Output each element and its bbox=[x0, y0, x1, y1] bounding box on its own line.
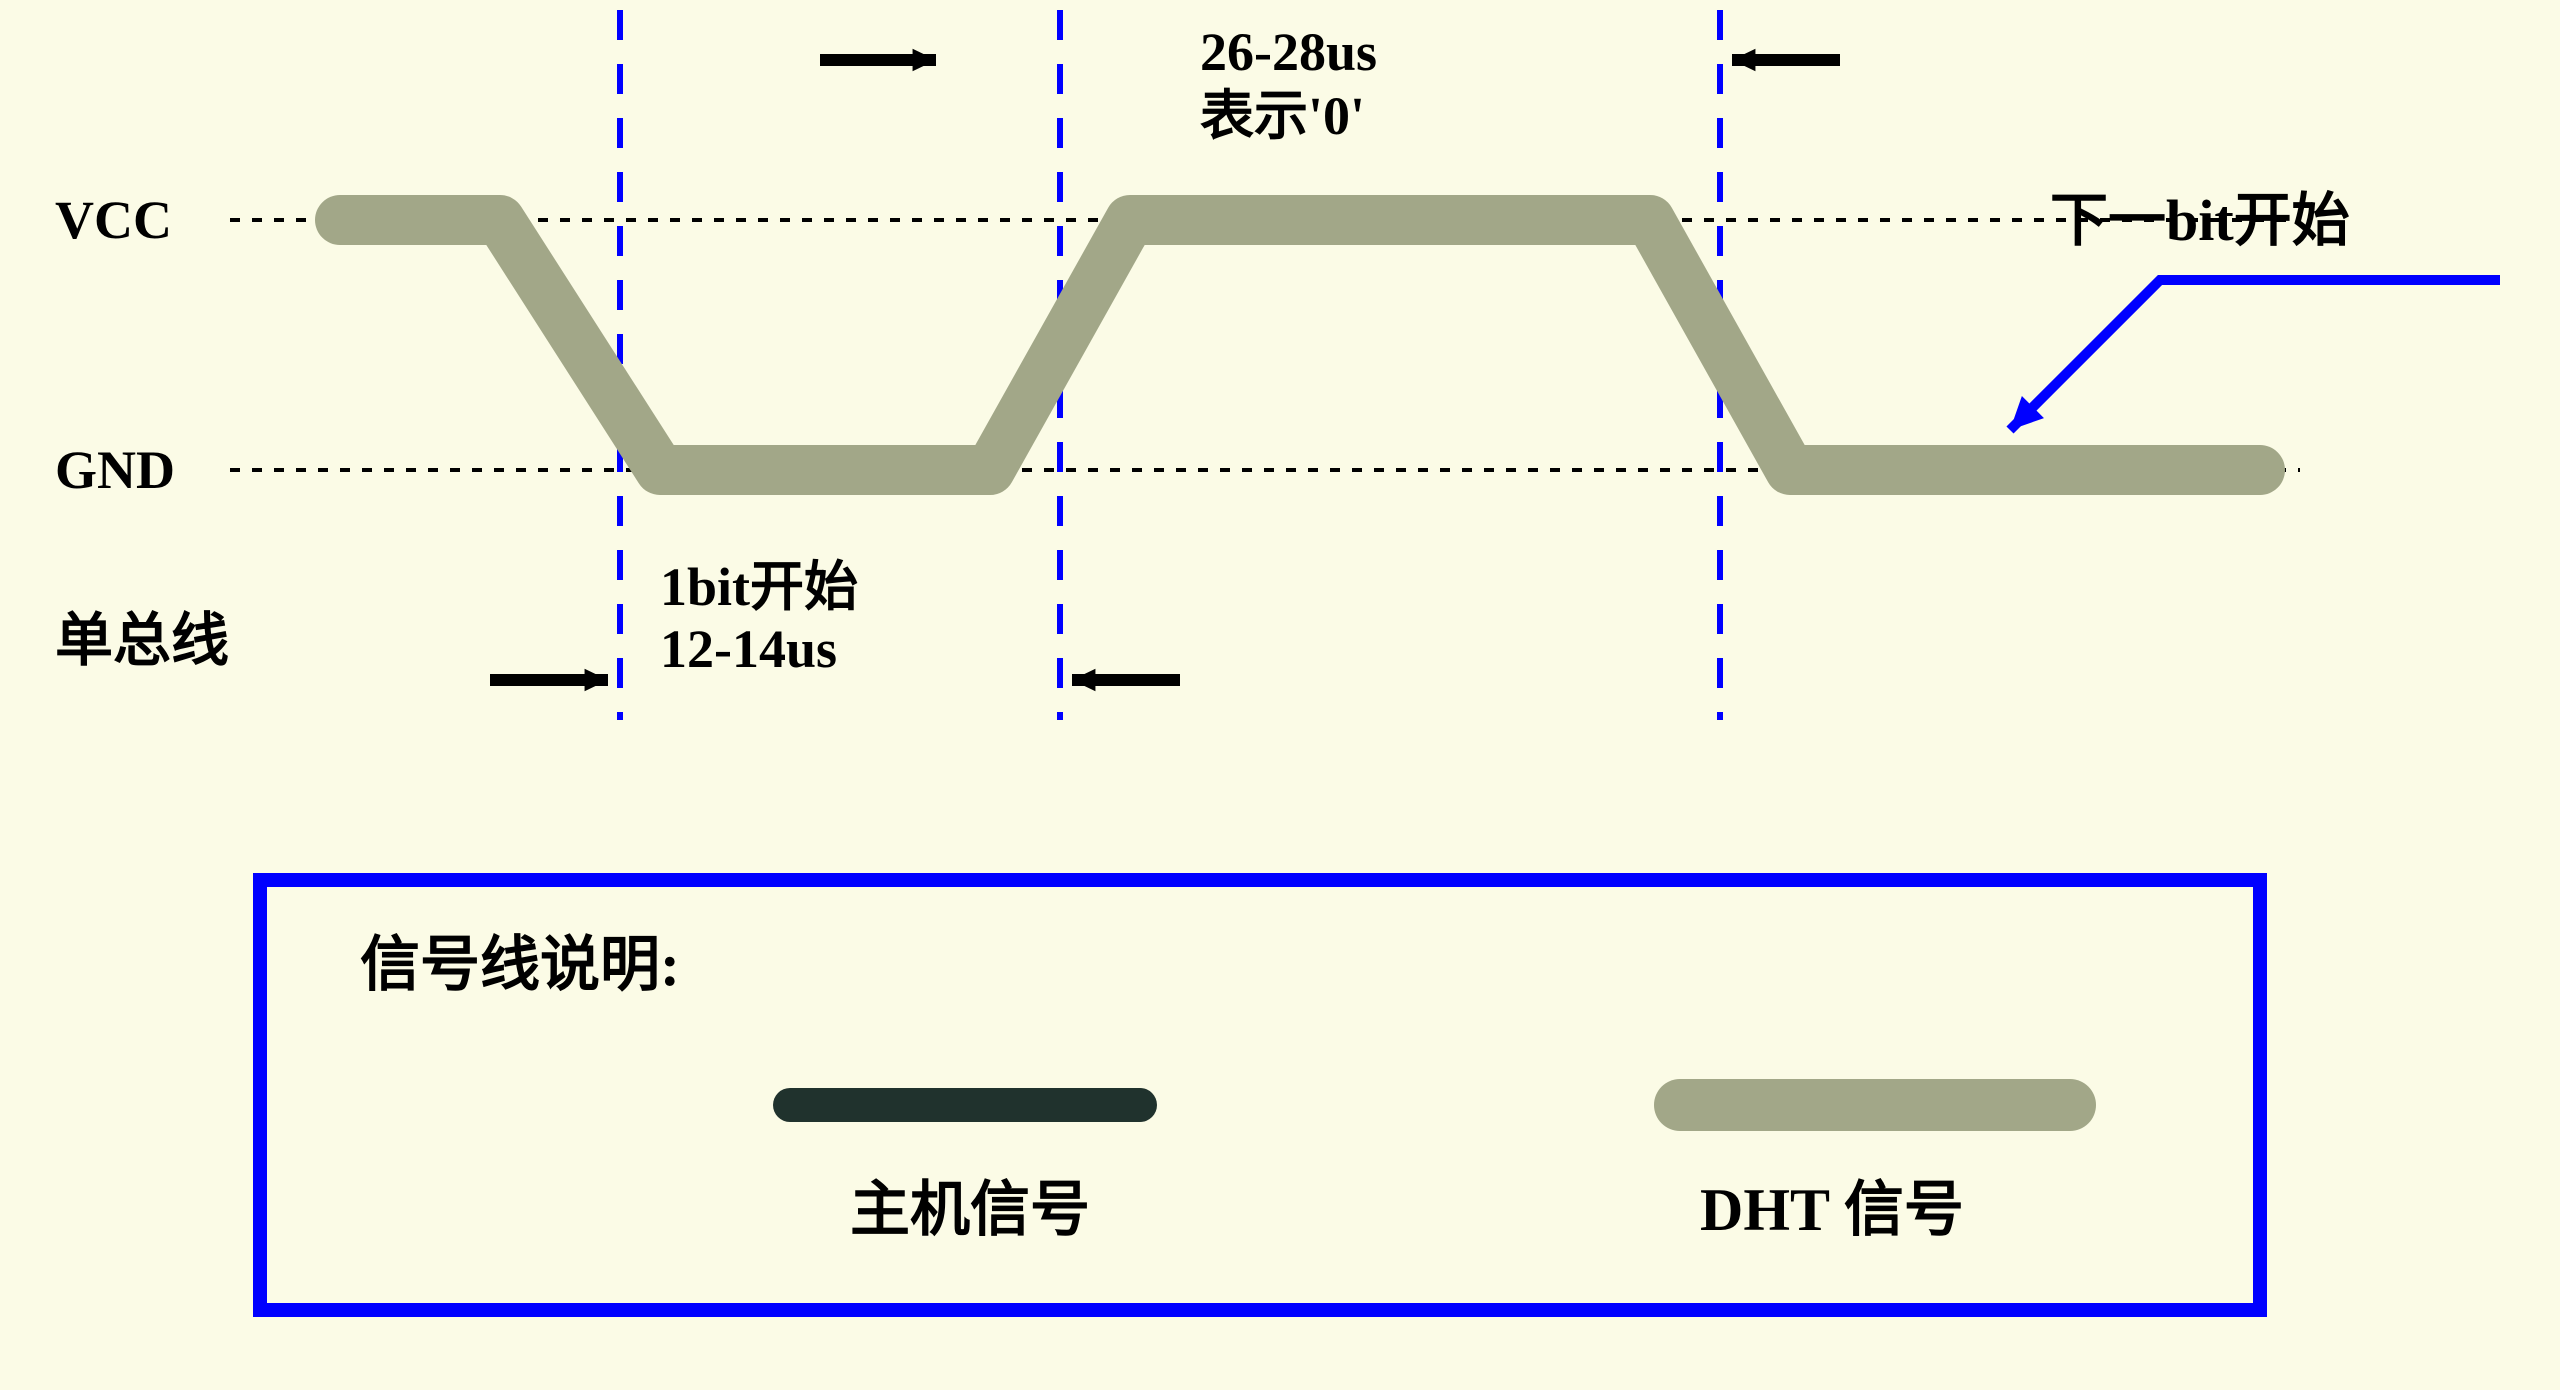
legend-label-1: DHT 信号 bbox=[1700, 1177, 1964, 1243]
timing-label-0-line-1: 表示'0' bbox=[1200, 86, 1365, 146]
single-bus-label: 单总线 bbox=[55, 608, 229, 673]
legend-title: 信号线说明: bbox=[360, 932, 680, 998]
timing-diagram: VCC GND 单总线 26-28us表示'0' 1bit开始12-14us 下一bit开… bbox=[0, 0, 2560, 1390]
timing-label-1-line-0: 1bit开始 bbox=[660, 557, 858, 617]
gnd-label: GND bbox=[55, 440, 175, 500]
legend-label-0: 主机信号 bbox=[850, 1177, 1090, 1243]
vcc-label: VCC bbox=[55, 190, 172, 250]
timing-label-1-line-1: 12-14us bbox=[660, 619, 837, 679]
timing-label-0-line-0: 26-28us bbox=[1200, 22, 1377, 82]
next-bit-callout-label: 下一bit开始 bbox=[2050, 188, 2350, 253]
